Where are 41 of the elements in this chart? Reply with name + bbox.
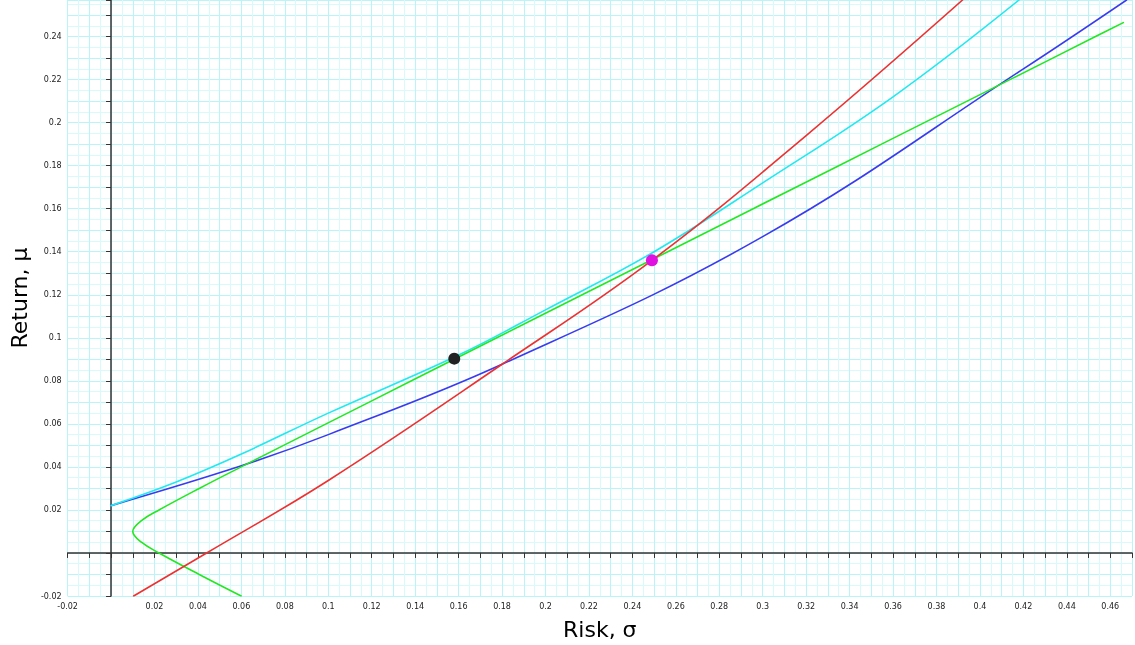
x-tick-label: 0.04 xyxy=(189,601,207,611)
x-tick-label: 0.3 xyxy=(756,601,770,611)
x-tick-label: 0.18 xyxy=(493,601,511,611)
x-tick-label: 0.14 xyxy=(406,601,425,611)
x-tick-label: 0.26 xyxy=(666,601,685,611)
y-tick-label: 0.14 xyxy=(43,247,62,257)
y-tick-label: 0.18 xyxy=(43,161,62,171)
y-tick-label: -0.02 xyxy=(40,591,62,601)
x-tick-label: 0.24 xyxy=(623,601,642,611)
y-tick-label: 0.04 xyxy=(43,462,62,472)
x-tick-label: 0.44 xyxy=(1057,601,1076,611)
y-tick-label: 0.02 xyxy=(43,505,62,515)
x-tick-label: 0.38 xyxy=(927,601,946,611)
x-tick-label: 0.02 xyxy=(145,601,164,611)
x-tick-label: 0.4 xyxy=(973,601,987,611)
y-tick-label: 0.24 xyxy=(43,32,62,42)
y-tick-label: 0.06 xyxy=(43,419,62,429)
y-tick-label: 0.16 xyxy=(43,204,62,214)
x-tick-label: 0.2 xyxy=(539,601,552,611)
y-tick-label: 0.1 xyxy=(48,333,62,343)
x-tick-label: 0.1 xyxy=(321,601,335,611)
x-tick-label: 0.08 xyxy=(275,601,294,611)
line-series xyxy=(132,0,964,597)
x-tick-label: 0.32 xyxy=(797,601,816,611)
x-tick-label: 0.36 xyxy=(884,601,902,611)
x-tick-label: 0.46 xyxy=(1101,601,1120,611)
x-axis-title: Risk, σ xyxy=(563,616,637,642)
x-tick-label: 0.42 xyxy=(1014,601,1033,611)
x-tick-label: 0.34 xyxy=(840,601,859,611)
y-axis-title: Return, μ xyxy=(6,247,32,349)
y-tick-label: 0.2 xyxy=(48,118,62,128)
y-tick-label: 0.22 xyxy=(43,75,62,85)
x-tick-label: -0.02 xyxy=(57,601,78,611)
x-tick-label: 0.16 xyxy=(449,601,468,611)
x-tick-label: 0.28 xyxy=(710,601,729,611)
x-tick-label: 0.12 xyxy=(362,601,381,611)
x-tick-label: 0.06 xyxy=(232,601,251,611)
y-tick-label: 0.08 xyxy=(43,376,62,386)
y-tick-label: 0.12 xyxy=(43,290,62,300)
x-tick-label: 0.22 xyxy=(580,601,598,611)
line-series xyxy=(131,21,1125,597)
